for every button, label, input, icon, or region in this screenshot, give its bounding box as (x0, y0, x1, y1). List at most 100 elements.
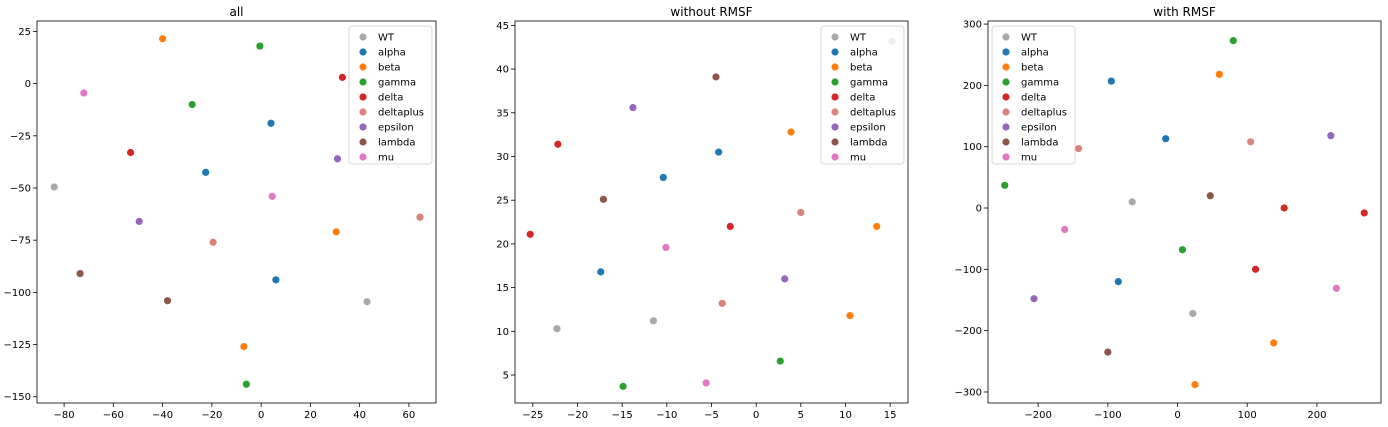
chart-title: without RMSF (670, 5, 752, 19)
y-tick-label: −50 (10, 183, 31, 194)
x-tick-label: −10 (656, 410, 677, 421)
legend-marker-lambda (831, 138, 839, 146)
legend-marker-beta (1002, 63, 1010, 71)
data-point-delta (554, 140, 562, 148)
y-tick-label: 10 (496, 327, 509, 338)
data-point-alpha (267, 119, 275, 127)
y-tick-label: −200 (955, 326, 982, 337)
legend-label-beta: beta (378, 63, 401, 74)
data-point-lambda (1104, 348, 1112, 356)
y-tick-label: 200 (963, 81, 982, 92)
legend-marker-WT (1002, 33, 1010, 41)
legend-label-alpha: alpha (850, 48, 878, 59)
data-point-WT (363, 298, 371, 306)
legend-marker-lambda (1002, 138, 1010, 146)
data-point-deltaplus (1247, 138, 1255, 146)
legend-label-epsilon: epsilon (1021, 123, 1057, 134)
data-point-gamma (776, 357, 784, 365)
x-tick-label: 60 (403, 410, 416, 421)
data-point-beta (1191, 381, 1199, 389)
data-point-mu (662, 243, 670, 252)
data-point-epsilon (781, 275, 789, 283)
x-tick-label: 0 (753, 410, 759, 421)
legend-marker-WT (359, 33, 367, 41)
data-point-epsilon (333, 155, 342, 163)
data-point-deltaplus (797, 208, 805, 217)
legend-marker-delta (359, 93, 367, 101)
legend-marker-delta (831, 93, 839, 101)
legend-marker-alpha (1002, 48, 1010, 56)
legend-label-epsilon: epsilon (378, 123, 414, 134)
data-point-delta (1251, 265, 1260, 273)
x-tick-label: −20 (201, 410, 222, 421)
data-point-deltaplus (718, 299, 726, 307)
y-tick-label: 45 (496, 21, 509, 32)
legend-label-lambda: lambda (850, 138, 887, 149)
axes-frame (36, 20, 437, 404)
legend-marker-epsilon (359, 123, 367, 131)
chart-title: all (229, 5, 243, 19)
legend-marker-mu (1002, 153, 1010, 161)
legend-label-alpha: alpha (378, 48, 406, 59)
data-point-deltaplus (416, 213, 424, 221)
data-point-beta (873, 222, 881, 231)
legend: WT alpha beta gamma delta deltaplus epsilon lam… (991, 25, 1076, 165)
axes-frame (514, 20, 909, 404)
x-tick-label: 40 (353, 410, 366, 421)
y-tick-label: 20 (496, 239, 509, 250)
data-point-delta (1360, 209, 1368, 217)
x-tick-label: −5 (704, 410, 719, 421)
x-tick-label: 15 (884, 410, 897, 421)
data-point-gamma (188, 100, 196, 109)
data-point-gamma (256, 42, 264, 50)
data-point-alpha (1114, 277, 1122, 286)
legend-label-deltaplus: deltaplus (850, 108, 896, 119)
data-point-gamma (1229, 37, 1237, 45)
subplot-1: all −80 −60 −40 −20 0 20 40 60 25 0 −25 −50 −75 −100 −1… (4, 5, 437, 421)
legend-marker-alpha (831, 48, 839, 56)
y-tick-label: 30 (496, 152, 509, 163)
data-point-beta (787, 128, 795, 136)
data-point-alpha (659, 173, 667, 182)
data-point-lambda (76, 269, 84, 278)
y-tick-label: −25 (10, 131, 31, 142)
legend-marker-deltaplus (1002, 108, 1010, 116)
data-point-beta (240, 343, 248, 351)
legend-marker-alpha (359, 48, 367, 56)
legend-label-mu: mu (850, 153, 866, 164)
legend-label-lambda: lambda (378, 138, 415, 149)
legend-label-deltaplus: deltaplus (378, 108, 424, 119)
x-tick-label: 5 (798, 410, 804, 421)
legend-label-delta: delta (1021, 93, 1046, 104)
data-point-gamma (1178, 246, 1187, 254)
x-tick-label: 200 (1307, 410, 1326, 421)
y-tick-label: 0 (25, 79, 31, 90)
y-tick-label: −75 (10, 236, 31, 247)
data-point-beta (846, 311, 854, 320)
y-tick-label: 100 (963, 142, 982, 153)
data-point-lambda (1206, 192, 1214, 200)
data-point-WT (553, 325, 561, 333)
data-point-alpha (1107, 77, 1115, 85)
x-tick-label: −25 (522, 410, 543, 421)
legend-label-deltaplus: deltaplus (1021, 108, 1067, 119)
x-tick-label: 0 (1174, 410, 1180, 421)
legend-label-gamma: gamma (1021, 78, 1059, 89)
legend-box (820, 25, 905, 165)
legend-label-delta: delta (850, 93, 875, 104)
data-point-WT (649, 317, 658, 325)
subplot-3: with RMSF −200 −100 0 100 200 300 200 100 0 −100 −2… (955, 5, 1382, 421)
data-point-beta (159, 35, 167, 43)
legend-marker-beta (359, 63, 367, 71)
legend-marker-delta (1002, 93, 1010, 101)
legend-label-beta: beta (850, 63, 873, 74)
x-tick-label: −200 (1024, 410, 1051, 421)
data-point-mu (702, 379, 710, 387)
legend-marker-epsilon (831, 123, 839, 131)
data-point-gamma (1001, 181, 1009, 189)
data-point-WT (1128, 198, 1136, 206)
y-tick-label: 35 (496, 108, 509, 119)
y-tick-label: 40 (496, 65, 509, 76)
legend-marker-gamma (1002, 78, 1010, 86)
